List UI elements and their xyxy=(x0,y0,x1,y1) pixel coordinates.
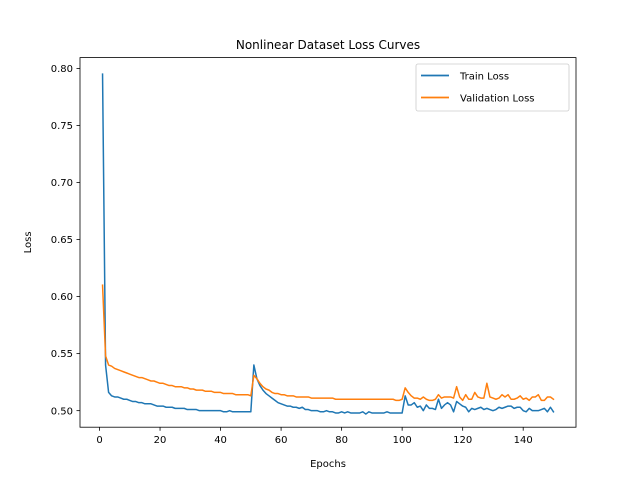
x-axis-label: Epochs xyxy=(310,459,346,470)
x-tick-label: 40 xyxy=(214,435,227,446)
x-axis: 0 20 40 60 80 100 120 140 xyxy=(96,427,533,446)
chart-title: Nonlinear Dataset Loss Curves xyxy=(236,38,420,52)
x-tick-label: 80 xyxy=(335,435,348,446)
x-tick-label: 120 xyxy=(453,435,472,446)
y-tick-label: 0.50 xyxy=(51,406,73,417)
legend-box xyxy=(415,63,570,112)
legend-label-train-loss: Train Loss xyxy=(459,72,509,83)
plot-area xyxy=(101,73,555,415)
y-tick-label: 0.80 xyxy=(51,64,73,75)
legend: Train Loss Validation Loss xyxy=(415,63,570,112)
y-tick-label: 0.70 xyxy=(51,178,73,189)
axes-frame xyxy=(79,57,577,428)
x-tick-label: 0 xyxy=(96,435,102,446)
x-tick-label: 60 xyxy=(275,435,288,446)
x-tick-label: 20 xyxy=(154,435,167,446)
y-tick-label: 0.65 xyxy=(51,235,73,246)
y-tick-label: 0.55 xyxy=(51,349,73,360)
y-axis-label: Loss xyxy=(23,231,34,253)
y-tick-label: 0.60 xyxy=(51,292,73,303)
y-tick-label: 0.75 xyxy=(51,121,73,132)
series-line-train-loss xyxy=(101,73,555,415)
x-tick-label: 140 xyxy=(514,435,533,446)
x-tick-label: 100 xyxy=(393,435,412,446)
series-line-validation-loss xyxy=(101,284,555,402)
y-axis: 0.50 0.55 0.60 0.65 0.70 0.75 0.80 xyxy=(51,64,80,417)
legend-label-validation-loss: Validation Loss xyxy=(460,94,535,105)
